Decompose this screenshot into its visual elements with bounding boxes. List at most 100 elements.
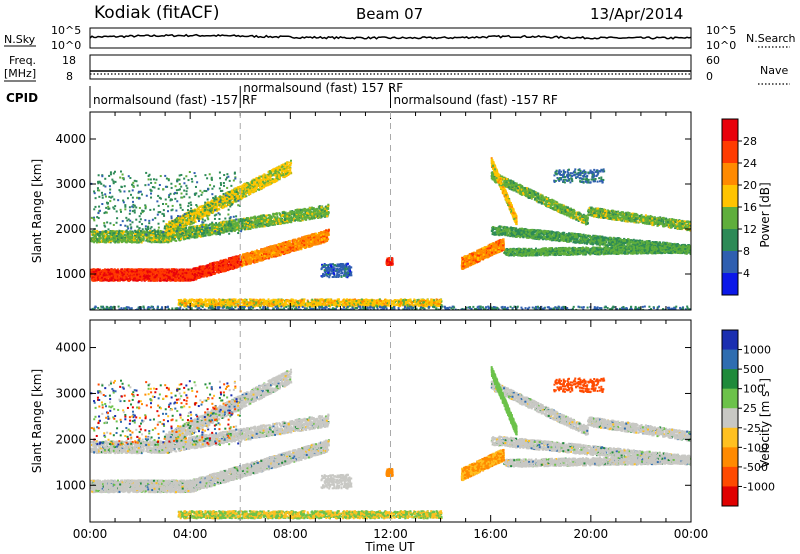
power-cell xyxy=(185,271,188,274)
power-cell xyxy=(303,244,306,247)
power-cell xyxy=(108,273,111,276)
power-cell xyxy=(205,273,208,276)
power-cell xyxy=(262,259,265,262)
power-cell xyxy=(213,268,216,271)
power-cell xyxy=(119,274,122,277)
power-cell xyxy=(151,277,154,280)
power-cell xyxy=(301,239,304,242)
power-cell xyxy=(297,247,300,250)
power-cell xyxy=(258,259,261,262)
power-cell xyxy=(253,256,256,259)
power-cell xyxy=(95,278,98,281)
power-cell xyxy=(106,276,109,279)
power-cell xyxy=(125,271,128,274)
power-cell xyxy=(252,259,255,262)
power-cell xyxy=(291,244,294,247)
power-cell xyxy=(132,279,135,282)
power-cell xyxy=(200,270,203,273)
power-cell xyxy=(224,262,227,265)
power-cell xyxy=(293,249,296,252)
power-cell xyxy=(145,268,148,271)
power-cell xyxy=(98,276,101,279)
cpid-entry-label: normalsound (fast) 157 RF xyxy=(243,81,403,95)
power-cell xyxy=(187,279,190,282)
power-cell xyxy=(155,279,158,282)
cpid-entry-label: normalsound (fast) -157 RF xyxy=(93,93,257,107)
power-cell xyxy=(289,246,292,249)
power-cell xyxy=(194,275,197,278)
power-cell xyxy=(250,260,253,263)
power-cell xyxy=(90,274,93,277)
power-cell xyxy=(210,266,213,269)
power-cell xyxy=(128,271,131,274)
power-cell xyxy=(274,244,277,247)
nsearch-tick-bottom: 10^0 xyxy=(706,39,736,52)
power-cell xyxy=(101,269,104,272)
power-cell xyxy=(297,242,300,245)
power-cell xyxy=(96,274,99,277)
power-cell xyxy=(203,273,206,276)
power-cell xyxy=(251,259,254,262)
power-cell xyxy=(151,272,154,275)
power-cell xyxy=(190,272,193,275)
power-cell xyxy=(266,257,269,260)
power-cell xyxy=(125,276,128,279)
power-cell xyxy=(170,273,173,276)
power-cell xyxy=(252,253,255,256)
power-cell xyxy=(272,255,275,258)
power-cell xyxy=(92,277,95,280)
power-cell xyxy=(112,271,115,274)
power-cell xyxy=(228,266,231,269)
power-cell xyxy=(214,261,217,264)
power-cell xyxy=(285,249,288,252)
beam-label: Beam 07 xyxy=(356,5,423,23)
power-cell xyxy=(202,275,205,278)
power-cell xyxy=(173,268,176,271)
power-cell xyxy=(323,231,326,234)
power-cell xyxy=(216,266,219,269)
power-cell xyxy=(269,255,272,258)
power-cell xyxy=(279,253,282,256)
power-cell xyxy=(94,277,97,280)
power-cell xyxy=(245,257,248,260)
power-cell xyxy=(206,266,209,269)
power-cell xyxy=(260,252,263,255)
power-cell xyxy=(122,269,125,272)
power-cell xyxy=(138,271,141,274)
power-cell xyxy=(142,268,145,271)
power-cell xyxy=(241,257,244,260)
power-cell xyxy=(95,269,98,272)
power-cell xyxy=(204,267,207,270)
power-cell xyxy=(124,268,127,271)
power-cell xyxy=(313,243,316,246)
power-heatmap xyxy=(90,157,691,310)
power-cell xyxy=(225,259,228,262)
power-cell xyxy=(155,274,158,277)
freq-strip-frame xyxy=(89,54,692,80)
power-cell xyxy=(132,272,135,275)
power-cell xyxy=(236,265,239,268)
power-cell xyxy=(308,241,311,244)
power-cell xyxy=(320,231,323,234)
power-cell xyxy=(285,247,288,250)
power-cell xyxy=(166,278,169,281)
power-cell xyxy=(282,253,285,256)
power-cell xyxy=(271,252,274,255)
power-cell xyxy=(235,262,238,265)
power-cell xyxy=(160,268,163,271)
power-cell xyxy=(205,268,208,271)
power-cell xyxy=(211,264,214,267)
power-cell xyxy=(270,247,273,250)
power-cell xyxy=(221,264,224,267)
power-cell xyxy=(103,272,106,275)
power-cell xyxy=(143,275,146,278)
power-cell xyxy=(322,240,325,243)
power-cell xyxy=(134,277,137,280)
power-cell xyxy=(162,276,165,279)
power-cell xyxy=(224,268,227,271)
power-cell xyxy=(190,278,193,281)
power-cell xyxy=(216,262,219,265)
power-cell xyxy=(180,268,183,271)
power-cell xyxy=(207,271,210,274)
power-cell xyxy=(221,269,224,272)
